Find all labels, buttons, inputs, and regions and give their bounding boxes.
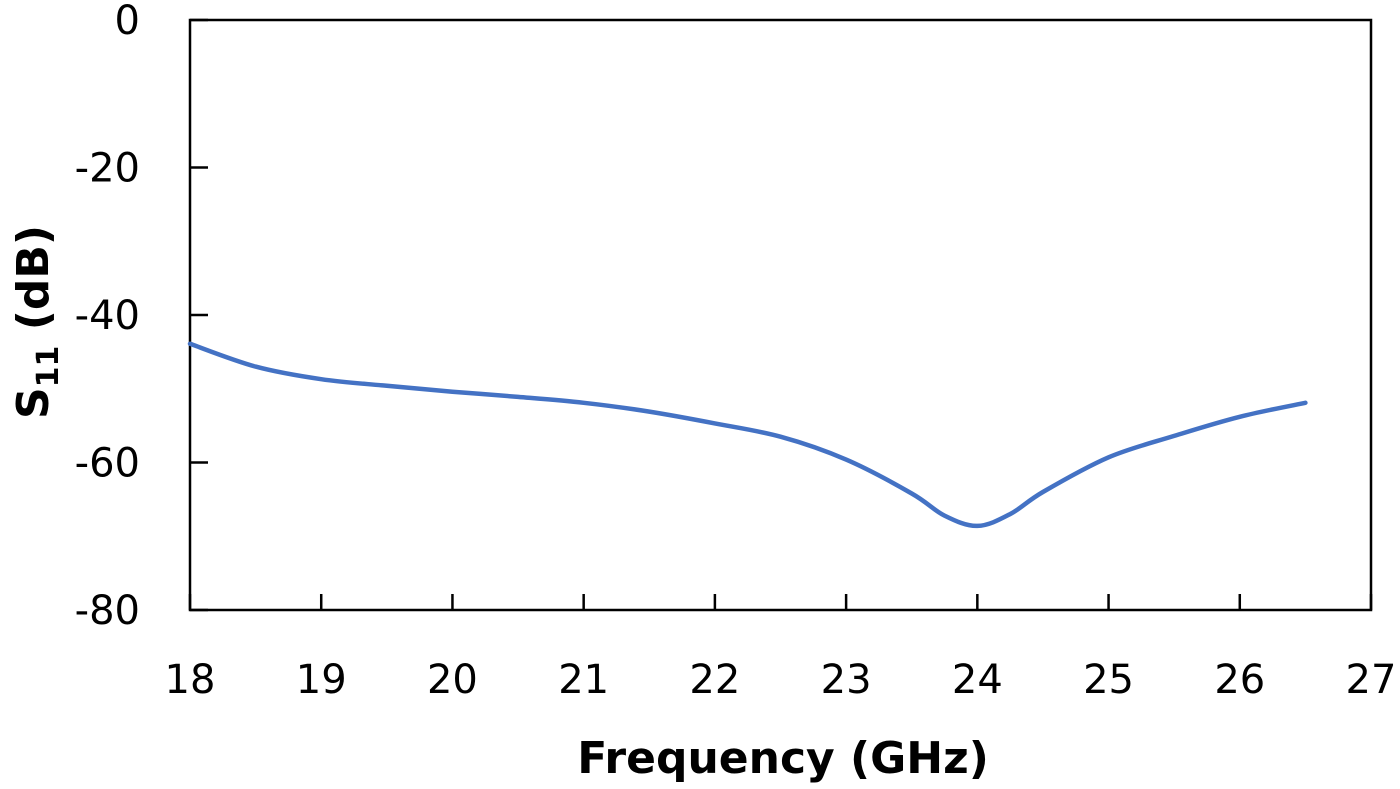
x-tick-label: 20 — [427, 657, 478, 703]
plot-border — [188, 18, 1373, 612]
y-axis-ticks: 0 -20 -40 -60 -80 — [75, 0, 208, 634]
y-tick-label: -20 — [75, 146, 140, 192]
y-axis-title-unit: (dB) — [8, 225, 59, 346]
y-axis-title-main: S — [8, 387, 59, 419]
s11-series-line — [187, 341, 1308, 529]
y-axis-title-subscript: 11 — [31, 346, 66, 388]
svg-text:S11 (dB): S11 (dB) — [8, 225, 66, 419]
x-tick-label: 21 — [558, 657, 609, 703]
y-axis-title: S11 (dB) — [8, 225, 66, 419]
y-tick-label: -60 — [75, 441, 140, 487]
x-tick-label: 23 — [821, 657, 872, 703]
x-tick-label: 25 — [1083, 657, 1134, 703]
y-tick-label: -40 — [75, 293, 140, 339]
x-tick-label: 18 — [165, 657, 216, 703]
x-tick-label: 24 — [952, 657, 1003, 703]
x-tick-label: 22 — [689, 657, 740, 703]
y-tick-label: -80 — [75, 588, 140, 634]
x-tick-label: 19 — [296, 657, 347, 703]
x-tick-label: 27 — [1346, 657, 1397, 703]
x-tick-label: 26 — [1214, 657, 1265, 703]
plot-area-frame — [188, 18, 1373, 612]
y-tick-label: 0 — [115, 0, 140, 44]
series-layer — [187, 341, 1308, 529]
x-axis-title: Frequency (GHz) — [577, 733, 989, 784]
x-axis-ticks: 18 19 20 21 22 23 24 25 26 27 — [165, 594, 1397, 703]
